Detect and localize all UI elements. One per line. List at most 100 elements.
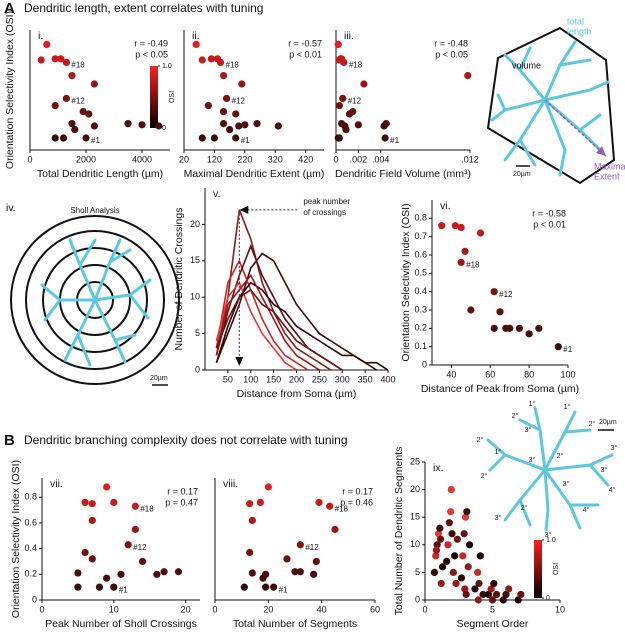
data-point bbox=[475, 579, 483, 588]
data-point bbox=[174, 568, 183, 576]
y-tick-label: 0.1 bbox=[414, 341, 427, 351]
data-point bbox=[487, 585, 495, 593]
panel-label: ix. bbox=[433, 462, 444, 474]
stat-label: r = -0.57 bbox=[288, 38, 322, 48]
data-point bbox=[479, 590, 487, 599]
section-letter: B bbox=[4, 432, 15, 449]
panel-label: iii. bbox=[344, 30, 354, 42]
data-point bbox=[448, 530, 456, 538]
data-point bbox=[88, 516, 96, 524]
data-point bbox=[240, 583, 248, 591]
order-label: 1° bbox=[495, 448, 502, 456]
data-point bbox=[331, 525, 339, 533]
data-point bbox=[296, 541, 304, 549]
point-label: #1 bbox=[119, 585, 128, 594]
data-point bbox=[192, 40, 200, 49]
y-tick-label: 0.8 bbox=[414, 213, 427, 223]
y-tick-label: 15 bbox=[190, 255, 200, 265]
colorbar bbox=[534, 540, 542, 598]
x-tick-label: 0 bbox=[27, 154, 32, 164]
data-point bbox=[505, 585, 513, 593]
data-point bbox=[354, 121, 362, 129]
data-point bbox=[246, 548, 254, 557]
order-label: 3° bbox=[495, 514, 502, 522]
data-point bbox=[462, 590, 470, 599]
section-title: Dendritic branching complexity does not … bbox=[24, 433, 348, 447]
data-point bbox=[51, 55, 59, 63]
chart-panel: 0 10 20 0 0.2 0.4 0.6 0.8 Peak Number of Sholl C… bbox=[10, 460, 200, 630]
data-point bbox=[283, 555, 291, 563]
y-tick-label: 0.6 bbox=[24, 517, 37, 527]
order-label: 3° bbox=[545, 531, 552, 539]
diagram-label: length bbox=[567, 26, 592, 36]
data-point bbox=[124, 120, 132, 128]
point-label: #12 bbox=[499, 290, 513, 299]
annotation: peak number bbox=[303, 197, 350, 206]
y-tick-label: 0.6 bbox=[414, 249, 427, 259]
x-axis-label: Distance of Peak from Soma (µm) bbox=[421, 383, 579, 395]
data-point bbox=[71, 126, 79, 134]
y-tick-label: 0 bbox=[195, 364, 200, 374]
x-tick-label: 0 bbox=[39, 604, 44, 614]
data-point bbox=[198, 134, 206, 142]
data-point bbox=[484, 590, 493, 599]
point-label: #1 bbox=[563, 345, 572, 354]
stat-label: p < 0.05 bbox=[135, 49, 168, 59]
data-point bbox=[465, 541, 474, 549]
x-tick-label: 60 bbox=[370, 604, 380, 614]
data-point bbox=[453, 535, 461, 543]
x-tick-label: 40 bbox=[317, 604, 327, 614]
panel-label: v. bbox=[213, 188, 220, 200]
stat-label: p = 0.47 bbox=[165, 497, 198, 507]
data-point bbox=[502, 590, 510, 599]
x-tick-label: 5 bbox=[490, 604, 495, 614]
data-point bbox=[74, 583, 82, 591]
data-point bbox=[535, 324, 543, 332]
y-tick-label: 10 bbox=[410, 539, 420, 549]
y-tick-label: 0.2 bbox=[414, 323, 427, 333]
data-point bbox=[490, 579, 498, 588]
data-point bbox=[457, 258, 465, 266]
x-tick-label: .002 bbox=[350, 154, 368, 164]
point-label: #1 bbox=[390, 136, 399, 145]
data-point bbox=[488, 596, 497, 604]
data-point bbox=[235, 122, 243, 130]
point-label: #12 bbox=[232, 97, 246, 106]
section-letter: A bbox=[4, 0, 15, 17]
data-point bbox=[274, 122, 282, 130]
chart-panel: 20 120 220 320 420 Maximal Dendritic Extent (… bbox=[179, 30, 324, 180]
y-tick-label: 10 bbox=[190, 292, 200, 302]
y-tick-label: 5 bbox=[415, 567, 420, 577]
data-point bbox=[499, 596, 507, 604]
data-point bbox=[436, 524, 444, 532]
data-point bbox=[270, 583, 278, 591]
point-label: #12 bbox=[348, 97, 362, 106]
data-point bbox=[90, 122, 98, 130]
chart-panel: 0 .002 .004 .012 Dendritic Field Volume (mm³… bbox=[333, 30, 478, 180]
data-point bbox=[381, 134, 389, 142]
order-label: 3° bbox=[529, 456, 536, 464]
data-point bbox=[459, 552, 467, 560]
y-axis-label: Orientation Selectivity Index (OSI) bbox=[400, 203, 412, 361]
data-point bbox=[110, 583, 118, 591]
data-point bbox=[461, 513, 470, 521]
data-point bbox=[60, 134, 68, 142]
data-point bbox=[51, 102, 59, 110]
data-point bbox=[457, 574, 466, 582]
chart-panel: 0 20 40 60 Total Number of Segments viii. r = … bbox=[212, 478, 380, 630]
x-tick-label: 400 bbox=[380, 374, 395, 384]
data-point bbox=[124, 541, 132, 549]
scale-label: 20µm bbox=[513, 171, 531, 178]
stat-label: r = -0.58 bbox=[532, 208, 566, 218]
y-tick-label: 0.2 bbox=[24, 569, 37, 579]
data-point bbox=[430, 568, 439, 577]
data-point bbox=[433, 541, 441, 549]
diagram-label: Extent bbox=[594, 171, 620, 181]
data-point bbox=[467, 306, 475, 314]
data-point bbox=[207, 55, 215, 63]
x-tick-label: 10 bbox=[555, 604, 565, 614]
sholl-diagram: iv. Sholl Analysis 20µm bbox=[6, 202, 180, 386]
data-point bbox=[452, 579, 460, 588]
y-tick-label: 0 bbox=[422, 359, 427, 369]
data-point bbox=[264, 483, 272, 491]
